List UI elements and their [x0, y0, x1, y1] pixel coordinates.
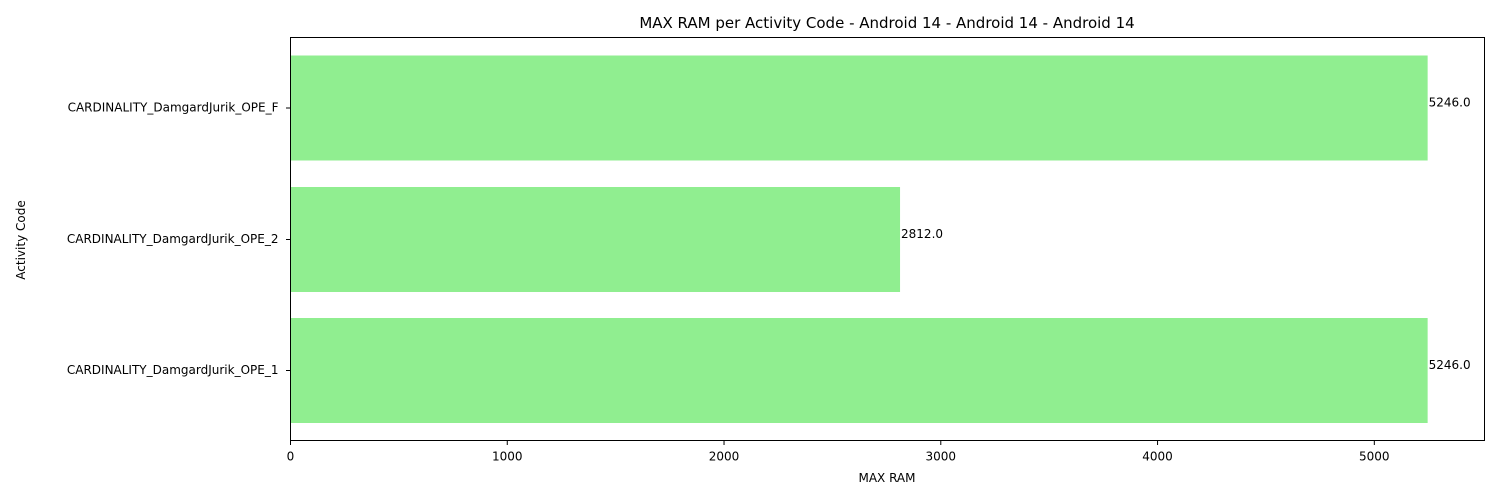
bar-2 — [290, 318, 1428, 423]
x-tick-label-0: 0 — [287, 450, 295, 464]
bar-0 — [290, 55, 1428, 161]
x-axis-label: MAX RAM — [858, 471, 915, 485]
bar-value-label-0: 5246.0 — [1429, 96, 1471, 110]
plot-frame — [290, 37, 1485, 441]
bars-group — [290, 55, 1428, 423]
x-tick-label-1: 1000 — [492, 450, 523, 464]
y-tick-label-2: CARDINALITY_DamgardJurik_OPE_1 — [67, 363, 279, 377]
x-tick-label-5: 5000 — [1359, 450, 1390, 464]
y-axis-label: Activity Code — [14, 200, 28, 279]
chart-title: MAX RAM per Activity Code - Android 14 -… — [639, 14, 1134, 32]
x-axis-ticks: 0 1000 2000 3000 4000 5000 — [287, 440, 1390, 464]
x-tick-label-3: 3000 — [926, 450, 957, 464]
bar-value-label-2: 5246.0 — [1429, 358, 1471, 372]
bar-1 — [290, 187, 901, 292]
bar-value-label-1: 2812.0 — [901, 227, 943, 241]
y-tick-label-1: CARDINALITY_DamgardJurik_OPE_2 — [67, 232, 279, 246]
y-tick-label-0: CARDINALITY_DamgardJurik_OPE_F — [68, 101, 279, 115]
y-axis-ticks: CARDINALITY_DamgardJurik_OPE_F CARDINALIT… — [67, 101, 291, 377]
x-tick-label-2: 2000 — [709, 450, 740, 464]
x-tick-label-4: 4000 — [1142, 450, 1173, 464]
value-labels-group: 5246.0 2812.0 5246.0 — [901, 96, 1471, 373]
